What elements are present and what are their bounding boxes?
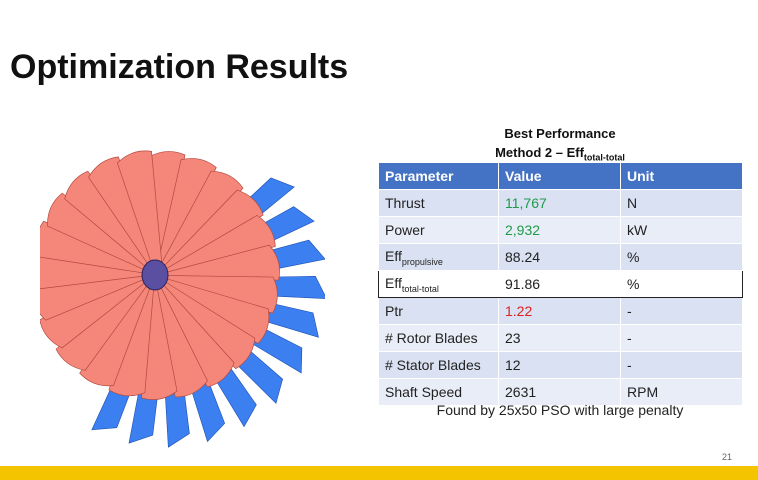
blade xyxy=(116,150,164,274)
parameter-subscript: propulsive xyxy=(401,256,443,267)
blade xyxy=(40,252,156,290)
column-header: Parameter xyxy=(378,162,499,190)
blade xyxy=(158,214,276,283)
unit-cell: - xyxy=(620,297,743,325)
blade xyxy=(156,244,280,284)
unit-cell: N xyxy=(620,189,743,217)
blade xyxy=(40,267,153,321)
caption-line: Method 2 – Efftotal-total xyxy=(440,143,680,168)
unit-cell: % xyxy=(620,243,743,271)
table-row: Shaft Speed 2631 RPM xyxy=(378,378,743,406)
subscript: total-total xyxy=(583,152,625,163)
table-row: # Stator Blades 12- xyxy=(378,351,743,379)
blade xyxy=(147,277,208,398)
table-row: Effpropulsive 88.24% xyxy=(378,243,743,271)
table-caption: Best Performance Method 2 – Efftotal-tot… xyxy=(440,124,680,168)
parameter: # Stator Blades xyxy=(385,357,481,373)
value-cell: 1.22 xyxy=(498,297,621,325)
parameter: Ptr xyxy=(385,303,403,319)
value-cell: 2,932 xyxy=(498,216,621,244)
parameter-cell: Power xyxy=(378,216,499,244)
fan-image xyxy=(40,150,325,448)
table-note: Found by 25x50 PSO with large penalty xyxy=(436,402,684,418)
unit-cell: kW xyxy=(620,216,743,244)
parameter-cell: Efftotal-total xyxy=(378,270,499,298)
parameter: Eff xyxy=(385,274,402,291)
parameter: Eff xyxy=(385,247,402,264)
parameter-cell: Shaft Speed xyxy=(378,378,499,406)
parameter: Power xyxy=(385,222,425,238)
parameter: # Rotor Blades xyxy=(385,330,478,346)
parameter-cell: Effpropulsive xyxy=(378,243,499,271)
value-cell: 12 xyxy=(498,351,621,379)
column-header: Unit xyxy=(620,162,743,190)
table-row: Efftotal-total 91.86% xyxy=(378,270,743,298)
subcaption: Method 2 – Eff xyxy=(495,145,584,160)
parameter-cell: Thrust xyxy=(378,189,499,217)
blade xyxy=(141,259,169,291)
value-cell: 91.86 xyxy=(498,270,621,298)
parameter: Shaft Speed xyxy=(385,384,463,400)
value-cell: 11,767 xyxy=(498,189,621,217)
parameter-subscript: total-total xyxy=(401,283,439,294)
table-row: Power 2,932 kW xyxy=(378,216,743,244)
blade xyxy=(88,156,163,272)
parameter-cell: Ptr xyxy=(378,297,499,325)
table-row: Thrust 11,767 N xyxy=(378,189,743,217)
value-cell: 88.24 xyxy=(498,243,621,271)
parameter-cell: # Rotor Blades xyxy=(378,324,499,352)
unit-cell: % xyxy=(620,270,743,298)
header-row: Parameter Value Unit xyxy=(378,162,743,190)
parameter: Thrust xyxy=(385,195,425,211)
caption-line: Best Performance xyxy=(504,126,616,141)
results-table: Parameter Value Unit Thrust 11,767 N Power 2… xyxy=(378,162,743,406)
value-cell: 23 xyxy=(498,324,621,352)
unit-cell: RPM xyxy=(620,378,743,406)
value-cell: 2631 xyxy=(498,378,621,406)
table-row: Ptr 1.22- xyxy=(378,297,743,325)
unit-cell: - xyxy=(620,324,743,352)
page-number: 21 xyxy=(722,452,733,462)
slide-title: Optimization Results xyxy=(10,48,349,86)
column-header: Value xyxy=(498,162,621,190)
table-row: # Rotor Blades 23- xyxy=(378,324,743,352)
parameter-cell: # Stator Blades xyxy=(378,351,499,379)
unit-cell: - xyxy=(620,351,743,379)
footer-bar xyxy=(0,466,758,480)
